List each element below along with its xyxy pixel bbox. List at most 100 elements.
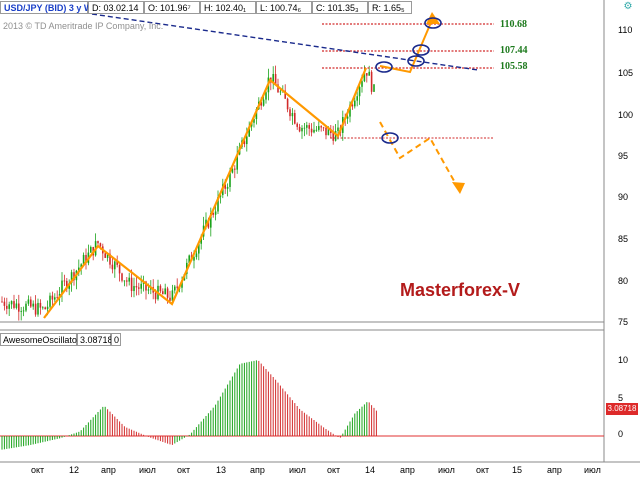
price-tick: 85	[618, 234, 629, 244]
candle-body	[49, 295, 51, 307]
gear-icon[interactable]: ⚙	[623, 1, 633, 12]
candle-body	[248, 126, 250, 137]
candle-body	[145, 281, 147, 291]
candle-body	[277, 84, 279, 93]
candle-body	[128, 277, 130, 282]
candle-body	[37, 302, 39, 315]
copyright-text: 2013 © TD Ameritrade IP Company, Inc.	[3, 21, 164, 31]
candle-body	[174, 286, 176, 291]
candle-body	[121, 273, 123, 281]
candle-body	[54, 297, 56, 300]
candle-body	[126, 280, 128, 282]
candle-body	[231, 168, 234, 173]
time-tick: июл	[438, 465, 455, 475]
candle-body	[104, 253, 106, 258]
candle-body	[66, 280, 68, 289]
time-tick: апр	[250, 465, 265, 475]
candle-body	[1, 301, 3, 303]
time-tick: окт	[327, 465, 341, 475]
time-tick: 15	[512, 465, 523, 475]
candle-body	[212, 213, 214, 215]
candle-body	[118, 264, 121, 274]
candle-body	[310, 128, 313, 133]
candle-body	[332, 133, 334, 141]
candle-body	[63, 280, 66, 282]
candle-body	[262, 99, 265, 106]
candle-body	[3, 301, 6, 306]
trend-line	[91, 13, 479, 71]
candle-body	[327, 129, 330, 136]
brand-watermark: Masterforex-V	[400, 280, 521, 300]
date-label: D: 03.02.14	[88, 1, 144, 14]
candle-body	[6, 305, 8, 309]
candle-body	[306, 125, 308, 128]
candle-body	[351, 104, 354, 107]
candle-body	[147, 289, 150, 291]
close-label: C: 101.35₃	[312, 1, 368, 14]
candle-body	[34, 303, 37, 315]
candle-body	[337, 127, 339, 132]
high-label: H: 102.40₁	[200, 1, 256, 14]
candle-body	[207, 219, 210, 228]
candle-body	[198, 243, 200, 254]
price-tick: 105	[618, 68, 634, 78]
candle-body	[234, 168, 236, 170]
marker-ellipse-4	[424, 17, 442, 29]
candle-body	[243, 140, 246, 145]
candle-body	[46, 306, 49, 310]
low-label: L: 100.74₆	[256, 1, 312, 14]
candle-body	[289, 109, 291, 117]
candle-body	[99, 243, 102, 247]
candle-body	[294, 113, 296, 124]
candle-body	[349, 104, 351, 117]
candle-body	[20, 311, 22, 312]
time-tick: окт	[31, 465, 45, 475]
candle-body	[116, 261, 118, 265]
candle-body	[164, 288, 166, 295]
candle-body	[346, 116, 349, 119]
candle-body	[361, 81, 363, 87]
candle-body	[140, 283, 142, 289]
oscillator-name[interactable]: AwesomeOscillator	[0, 333, 80, 346]
candle-body	[39, 302, 42, 308]
candle-body	[82, 254, 85, 265]
candle-body	[260, 101, 262, 106]
candle-body	[313, 129, 315, 133]
arrow-down-icon	[452, 182, 465, 194]
time-tick: апр	[400, 465, 415, 475]
candle-body	[301, 127, 303, 132]
candle-body	[366, 73, 368, 76]
time-tick: 12	[69, 465, 80, 475]
candle-body	[27, 299, 30, 304]
marker-ellipse-3	[412, 44, 430, 56]
candle-body	[195, 253, 198, 258]
candle-body	[78, 267, 80, 271]
candle-body	[217, 196, 219, 212]
candle-body	[181, 280, 183, 288]
price-tick: 75	[618, 317, 629, 327]
marker-ellipse-1	[375, 61, 393, 73]
candle-body	[236, 154, 238, 170]
candle-body	[214, 211, 217, 215]
candle-body	[303, 127, 306, 129]
symbol-label[interactable]: USD/JPY (BID) 3 y W	[0, 1, 92, 14]
time-tick: окт	[177, 465, 191, 475]
candle-body	[30, 299, 32, 307]
candle-body	[265, 92, 267, 100]
projection-down	[379, 121, 459, 189]
candle-body	[106, 253, 109, 258]
candle-body	[44, 307, 46, 310]
open-label: O: 101.96⁷	[144, 1, 200, 14]
candle-body	[193, 257, 195, 261]
candle-body	[13, 301, 15, 308]
candle-body	[25, 303, 27, 311]
candle-body	[15, 303, 18, 308]
candle-body	[370, 71, 373, 92]
candle-body	[296, 123, 298, 127]
candle-body	[363, 73, 366, 82]
projection-up	[379, 19, 433, 74]
candle-body	[56, 297, 58, 299]
candle-body	[226, 186, 229, 189]
candle-body	[10, 301, 13, 305]
candle-body	[274, 74, 277, 85]
